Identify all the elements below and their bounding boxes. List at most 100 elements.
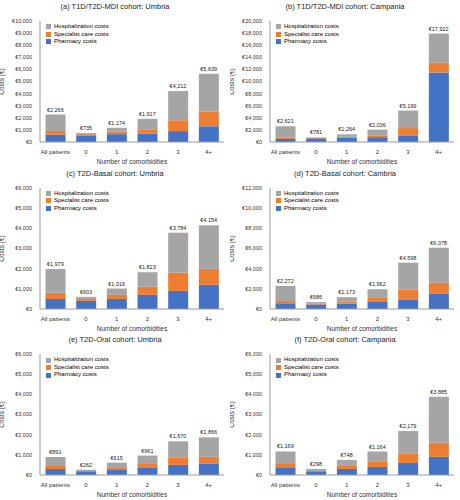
- svg-text:€735: €735: [80, 125, 92, 131]
- svg-text:€5,000: €5,000: [15, 205, 32, 211]
- svg-text:€1,670: €1,670: [170, 434, 187, 440]
- svg-text:€3,000: €3,000: [15, 245, 32, 251]
- svg-text:€8,000: €8,000: [15, 42, 32, 48]
- svg-text:€14,000: €14,000: [242, 54, 262, 60]
- svg-text:Costs (€): Costs (€): [230, 235, 236, 261]
- svg-text:Costs (€): Costs (€): [230, 402, 236, 428]
- svg-text:€2,621: €2,621: [277, 118, 294, 124]
- svg-text:€603: €603: [80, 288, 92, 294]
- svg-text:4+: 4+: [435, 149, 442, 155]
- svg-text:€12,000: €12,000: [242, 185, 262, 191]
- svg-text:€781: €781: [310, 129, 322, 135]
- svg-text:0: 0: [314, 316, 318, 322]
- svg-text:€5,000: €5,000: [15, 78, 32, 84]
- svg-text:Number of comorbidities: Number of comorbidities: [327, 325, 398, 332]
- svg-text:€1,823: €1,823: [139, 264, 156, 270]
- svg-text:1: 1: [115, 149, 119, 155]
- svg-text:1: 1: [345, 149, 349, 155]
- svg-text:3: 3: [406, 483, 410, 489]
- svg-text:€17,922: €17,922: [429, 26, 449, 32]
- svg-text:0: 0: [84, 149, 88, 155]
- svg-text:Number of comorbidities: Number of comorbidities: [97, 158, 168, 165]
- svg-text:€1,962: €1,962: [369, 281, 386, 287]
- svg-text:€2,179: €2,179: [400, 423, 417, 429]
- svg-text:1: 1: [115, 483, 119, 489]
- svg-text:€10,000: €10,000: [242, 78, 262, 84]
- svg-text:€4,000: €4,000: [15, 392, 32, 398]
- svg-text:€4,000: €4,000: [15, 91, 32, 97]
- svg-text:3: 3: [176, 316, 180, 322]
- svg-text:€9,000: €9,000: [15, 30, 32, 36]
- svg-text:€1,000: €1,000: [15, 127, 32, 133]
- svg-text:All patients: All patients: [271, 316, 300, 322]
- svg-text:€10,000: €10,000: [242, 205, 262, 211]
- svg-text:€3,000: €3,000: [245, 412, 262, 418]
- svg-text:€615: €615: [111, 455, 123, 461]
- svg-text:€1,866: €1,866: [200, 430, 217, 436]
- svg-text:€4,000: €4,000: [245, 115, 262, 121]
- svg-text:€961: €961: [141, 448, 153, 454]
- svg-text:1: 1: [345, 316, 349, 322]
- svg-text:€1,016: €1,016: [108, 280, 125, 286]
- svg-text:€6,078: €6,078: [430, 239, 447, 245]
- svg-text:€5,639: €5,639: [200, 66, 217, 72]
- svg-text:€2,272: €2,272: [277, 278, 294, 284]
- svg-text:€5,199: €5,199: [400, 103, 417, 109]
- svg-text:4+: 4+: [435, 316, 442, 322]
- svg-text:€0: €0: [26, 306, 32, 312]
- svg-text:€0: €0: [256, 139, 262, 145]
- svg-text:3: 3: [406, 316, 410, 322]
- svg-text:€2,036: €2,036: [369, 122, 386, 128]
- svg-text:€2,266: €2,266: [47, 107, 64, 113]
- svg-text:€8,000: €8,000: [245, 91, 262, 97]
- svg-text:4+: 4+: [205, 316, 212, 322]
- svg-text:€1,000: €1,000: [15, 452, 32, 458]
- svg-text:€1,917: €1,917: [139, 111, 156, 117]
- svg-text:0: 0: [84, 483, 88, 489]
- svg-text:€1,000: €1,000: [15, 285, 32, 291]
- svg-text:€0: €0: [26, 139, 32, 145]
- svg-text:€4,212: €4,212: [170, 83, 187, 89]
- svg-text:€3,000: €3,000: [15, 103, 32, 109]
- svg-text:3: 3: [176, 483, 180, 489]
- svg-text:€12,000: €12,000: [242, 66, 262, 72]
- svg-text:€1,164: €1,164: [369, 444, 386, 450]
- svg-text:2: 2: [146, 149, 150, 155]
- svg-text:€6,000: €6,000: [15, 66, 32, 72]
- svg-text:€5,000: €5,000: [15, 371, 32, 377]
- svg-text:All patients: All patients: [271, 483, 300, 489]
- svg-text:1: 1: [115, 316, 119, 322]
- svg-text:All patients: All patients: [271, 149, 300, 155]
- svg-text:Costs (€): Costs (€): [230, 68, 236, 94]
- svg-text:4+: 4+: [205, 149, 212, 155]
- svg-text:€2,000: €2,000: [245, 432, 262, 438]
- svg-text:€3,000: €3,000: [15, 412, 32, 418]
- svg-text:€4,000: €4,000: [245, 392, 262, 398]
- svg-text:€0: €0: [26, 472, 32, 478]
- svg-text:€10,000: €10,000: [12, 18, 32, 24]
- svg-text:€1,169: €1,169: [277, 444, 294, 450]
- svg-text:€686: €686: [310, 294, 322, 300]
- svg-text:€5,000: €5,000: [245, 371, 262, 377]
- svg-text:€2,000: €2,000: [15, 432, 32, 438]
- svg-text:€3,885: €3,885: [430, 389, 447, 395]
- svg-text:3: 3: [176, 149, 180, 155]
- svg-text:€2,000: €2,000: [15, 115, 32, 121]
- svg-text:€3,784: €3,784: [170, 224, 187, 230]
- svg-text:€2,000: €2,000: [245, 127, 262, 133]
- svg-text:€4,000: €4,000: [245, 265, 262, 271]
- svg-text:0: 0: [84, 316, 88, 322]
- svg-text:4+: 4+: [205, 483, 212, 489]
- svg-text:Number of comorbidities: Number of comorbidities: [327, 491, 398, 498]
- svg-text:0: 0: [314, 483, 318, 489]
- svg-text:Number of comorbidities: Number of comorbidities: [97, 325, 168, 332]
- svg-text:€2,000: €2,000: [245, 285, 262, 291]
- svg-text:€4,598: €4,598: [400, 254, 417, 260]
- svg-text:€6,000: €6,000: [245, 351, 262, 357]
- svg-text:€1,173: €1,173: [338, 289, 355, 295]
- svg-text:€298: €298: [310, 461, 322, 467]
- svg-text:€18,000: €18,000: [242, 30, 262, 36]
- svg-text:Number of comorbidities: Number of comorbidities: [97, 491, 168, 498]
- svg-text:€891: €891: [49, 449, 61, 455]
- svg-text:€16,000: €16,000: [242, 42, 262, 48]
